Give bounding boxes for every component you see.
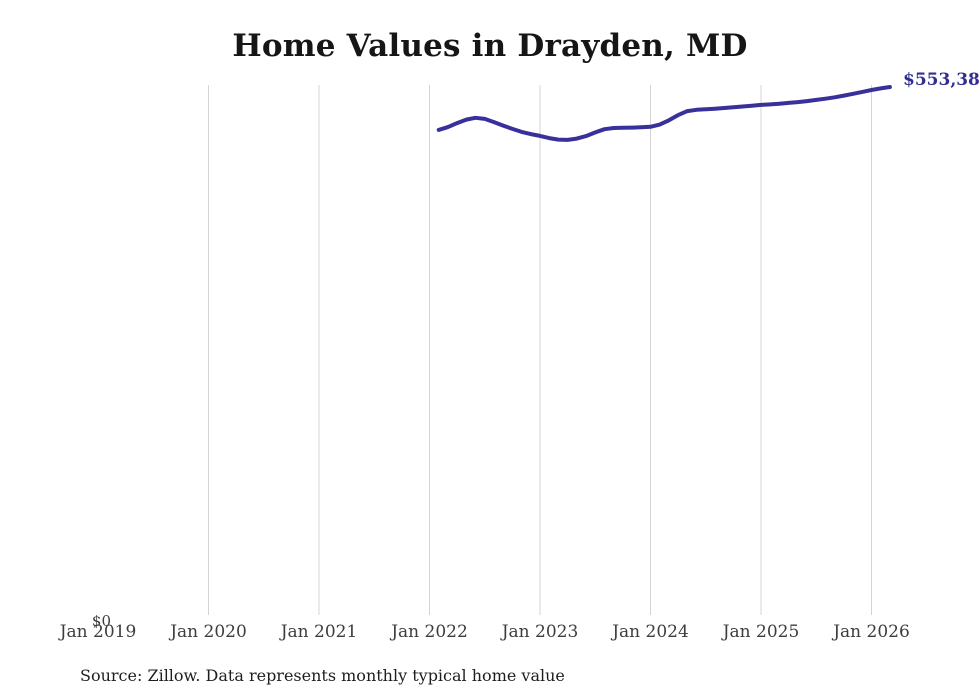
x-tick-label: Jan 2026 (833, 622, 910, 642)
x-tick-label: Jan 2025 (722, 622, 800, 642)
home-value-trend-line (436, 85, 892, 142)
chart-title: Home Values in Drayden, MD (232, 28, 748, 64)
x-tick-label: Jan 2022 (391, 622, 468, 642)
x-tick-label: Jan 2023 (501, 622, 579, 642)
x-tick-label: Jan 2024 (612, 622, 689, 642)
x-tick-label: Jan 2021 (280, 622, 358, 642)
latest-value-label: $553,385 (903, 70, 980, 90)
x-tick-label: Jan 2020 (170, 622, 247, 642)
y-axis-zero-label: $0 (91, 612, 111, 630)
source-note: Source: Zillow. Data represents monthly … (80, 666, 565, 685)
x-tick-label: Jan 2019 (59, 622, 137, 642)
